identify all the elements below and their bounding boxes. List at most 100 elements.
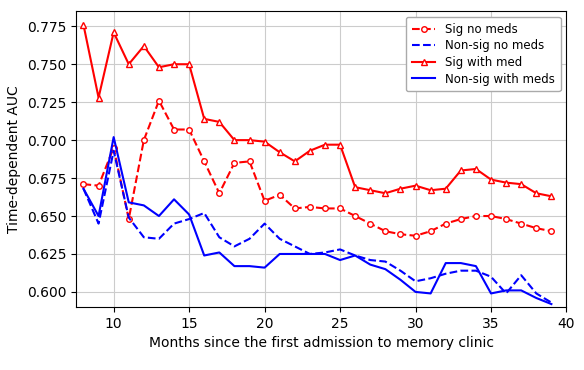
Non-sig with meds	[457, 261, 464, 265]
Sig with med	[216, 120, 223, 124]
Non-sig with meds	[291, 252, 298, 256]
Non-sig with meds	[517, 288, 524, 293]
Sig with med	[412, 184, 419, 188]
Sig with med	[261, 139, 268, 144]
X-axis label: Months since the first admission to memory clinic: Months since the first admission to memo…	[149, 336, 493, 350]
Non-sig with meds	[533, 296, 540, 300]
Sig with med	[367, 188, 374, 192]
Non-sig no meds	[155, 236, 162, 241]
Non-sig with meds	[367, 262, 374, 267]
Non-sig with meds	[140, 203, 147, 208]
Non-sig with meds	[261, 265, 268, 270]
Non-sig with meds	[95, 214, 102, 218]
Non-sig no meds	[276, 236, 283, 241]
Non-sig no meds	[517, 273, 524, 278]
Sig with med	[201, 117, 208, 121]
Non-sig no meds	[186, 217, 193, 221]
Non-sig with meds	[336, 258, 343, 262]
Legend: Sig no meds, Non-sig no meds, Sig with med, Non-sig with meds: Sig no meds, Non-sig no meds, Sig with m…	[406, 17, 561, 91]
Sig with med	[442, 186, 449, 191]
Non-sig with meds	[548, 302, 555, 306]
Non-sig no meds	[80, 186, 87, 191]
Sig with med	[533, 191, 540, 195]
Non-sig no meds	[291, 244, 298, 249]
Sig with med	[382, 191, 389, 195]
Non-sig with meds	[201, 253, 208, 258]
Sig with med	[457, 168, 464, 173]
Non-sig no meds	[261, 221, 268, 226]
Sig no meds	[442, 221, 449, 226]
Non-sig no meds	[336, 247, 343, 252]
Non-sig with meds	[472, 264, 479, 268]
Sig with med	[140, 44, 147, 48]
Sig no meds	[291, 206, 298, 211]
Sig no meds	[80, 182, 87, 186]
Non-sig no meds	[412, 279, 419, 283]
Line: Non-sig with meds: Non-sig with meds	[84, 137, 551, 304]
Sig with med	[336, 142, 343, 147]
Sig no meds	[125, 217, 132, 221]
Sig with med	[517, 182, 524, 186]
Sig no meds	[382, 229, 389, 233]
Non-sig no meds	[95, 221, 102, 226]
Non-sig with meds	[80, 186, 87, 191]
Sig no meds	[336, 206, 343, 211]
Non-sig with meds	[427, 291, 434, 296]
Sig no meds	[231, 161, 238, 165]
Non-sig with meds	[110, 135, 117, 139]
Sig no meds	[186, 127, 193, 132]
Non-sig no meds	[171, 221, 178, 226]
Line: Non-sig no meds: Non-sig no meds	[84, 151, 551, 303]
Non-sig no meds	[488, 275, 495, 279]
Sig no meds	[216, 191, 223, 195]
Non-sig with meds	[488, 291, 495, 296]
Sig with med	[427, 188, 434, 192]
Non-sig with meds	[155, 214, 162, 218]
Non-sig no meds	[321, 250, 328, 255]
Non-sig no meds	[442, 272, 449, 276]
Sig no meds	[276, 192, 283, 197]
Y-axis label: Time-dependent AUC: Time-dependent AUC	[7, 85, 21, 233]
Non-sig with meds	[216, 250, 223, 255]
Non-sig no meds	[503, 291, 510, 296]
Sig no meds	[427, 229, 434, 233]
Non-sig no meds	[231, 244, 238, 249]
Non-sig with meds	[186, 212, 193, 217]
Sig with med	[186, 62, 193, 67]
Non-sig no meds	[140, 235, 147, 239]
Non-sig no meds	[367, 258, 374, 262]
Sig with med	[488, 177, 495, 182]
Non-sig with meds	[171, 197, 178, 202]
Sig no meds	[503, 217, 510, 221]
Sig with med	[80, 23, 87, 27]
Non-sig no meds	[216, 235, 223, 239]
Sig with med	[276, 150, 283, 155]
Sig no meds	[201, 159, 208, 164]
Sig with med	[307, 148, 314, 153]
Non-sig no meds	[533, 291, 540, 296]
Sig no meds	[548, 229, 555, 233]
Non-sig no meds	[548, 300, 555, 305]
Sig no meds	[472, 214, 479, 218]
Sig no meds	[155, 98, 162, 103]
Non-sig no meds	[397, 269, 404, 273]
Sig with med	[246, 138, 253, 142]
Non-sig with meds	[125, 200, 132, 205]
Non-sig no meds	[201, 211, 208, 215]
Sig no meds	[95, 184, 102, 188]
Line: Sig no meds: Sig no meds	[81, 98, 554, 239]
Sig no meds	[321, 206, 328, 211]
Sig no meds	[488, 214, 495, 218]
Non-sig no meds	[125, 215, 132, 220]
Non-sig no meds	[457, 269, 464, 273]
Non-sig no meds	[352, 253, 359, 258]
Sig with med	[231, 138, 238, 142]
Sig with med	[503, 181, 510, 185]
Sig with med	[548, 194, 555, 199]
Sig with med	[125, 62, 132, 67]
Non-sig with meds	[352, 253, 359, 258]
Sig no meds	[110, 145, 117, 150]
Line: Sig with med: Sig with med	[80, 21, 555, 200]
Non-sig with meds	[307, 252, 314, 256]
Non-sig with meds	[503, 288, 510, 293]
